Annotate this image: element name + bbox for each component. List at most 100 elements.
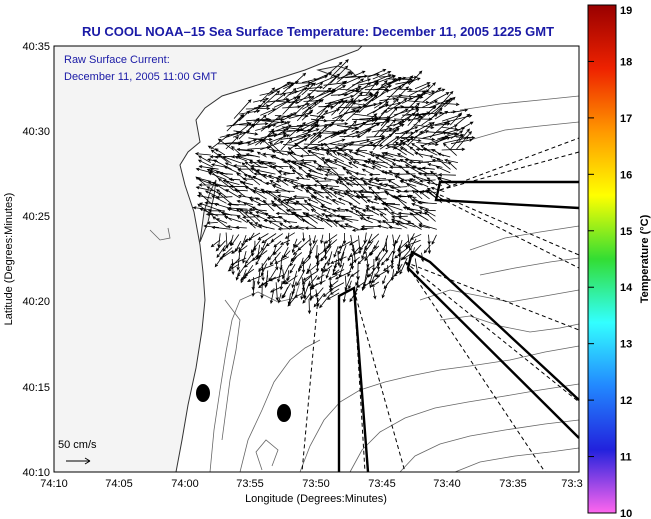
- current-vector-arrow: [367, 233, 380, 244]
- current-vector-arrow: [407, 179, 423, 186]
- current-vector-arrow: [352, 82, 372, 97]
- current-vector-arrow: [296, 271, 305, 287]
- x-axis-label: Longitude (Degrees:Minutes): [245, 493, 387, 505]
- current-vector-arrow: [421, 166, 435, 170]
- current-vector-arrow: [331, 209, 346, 213]
- current-vector-arrow: [303, 146, 318, 151]
- current-vector-arrow: [312, 160, 324, 169]
- current-vector-arrow: [374, 269, 380, 278]
- current-vector-arrow: [289, 256, 297, 267]
- current-vector-arrow: [345, 171, 361, 181]
- current-vector-arrow: [361, 245, 367, 260]
- current-vector-arrow: [260, 188, 277, 199]
- x-tick-label: 73:45: [368, 478, 396, 490]
- current-annotation-line2: December 11, 2005 11:00 GMT: [64, 71, 217, 83]
- current-vector-arrow: [429, 155, 444, 162]
- contour-line: [209, 281, 301, 473]
- current-vector-arrow: [387, 179, 401, 188]
- radial-line: [439, 197, 580, 269]
- current-vector-arrow: [422, 148, 438, 156]
- x-tick-label: 73:55: [236, 478, 264, 490]
- current-vector-arrow: [375, 252, 381, 262]
- current-vector-arrow: [344, 138, 371, 145]
- current-vector-arrow: [373, 240, 380, 250]
- x-tick-label: 73:50: [302, 478, 330, 490]
- current-vector-arrow: [336, 152, 352, 162]
- current-vector-arrow: [222, 239, 233, 252]
- current-vector-arrow: [350, 207, 366, 216]
- current-vector-arrow: [359, 113, 378, 128]
- current-vector-arrow: [240, 274, 249, 281]
- current-vector-arrow: [319, 294, 331, 309]
- current-vector-arrow: [353, 152, 366, 158]
- current-vector-arrow: [250, 164, 268, 169]
- current-vector-arrow: [381, 283, 388, 299]
- current-vector-arrow: [324, 265, 333, 272]
- current-vector-arrow: [412, 165, 429, 175]
- current-vector-arrow: [274, 134, 287, 145]
- x-tick-label: 73:40: [433, 478, 461, 490]
- current-vector-arrow: [408, 84, 431, 97]
- current-vector-arrow: [390, 211, 402, 216]
- current-vector-arrow: [282, 172, 296, 176]
- current-vector-arrow: [390, 257, 394, 270]
- current-vector-arrow: [240, 269, 247, 284]
- current-vector-arrow: [289, 138, 308, 149]
- current-vector-arrow: [423, 245, 431, 254]
- current-vector-arrow: [224, 162, 240, 169]
- current-vector-arrow: [376, 186, 394, 192]
- current-vector-arrow: [319, 217, 333, 228]
- current-vector-arrow: [207, 209, 225, 213]
- current-vector-arrow: [455, 113, 471, 126]
- current-vector-arrow: [273, 245, 283, 256]
- current-vector-arrow: [411, 189, 423, 200]
- current-vector-arrow: [429, 92, 450, 104]
- current-vector-arrow: [333, 159, 353, 169]
- wedge-south: [337, 286, 370, 473]
- current-vector-arrow: [317, 132, 337, 143]
- current-vector-arrow: [436, 90, 454, 110]
- contour-line: [459, 95, 580, 111]
- current-vector-arrow: [198, 155, 211, 164]
- current-vector-arrow: [302, 271, 318, 281]
- current-vector-arrow: [380, 170, 394, 176]
- current-vector-arrow: [386, 98, 408, 113]
- contour-line: [299, 345, 580, 473]
- current-vector-arrow: [256, 202, 276, 207]
- current-vector-arrow: [431, 234, 437, 245]
- current-vector-arrow: [224, 131, 244, 139]
- current-vector-arrow: [435, 135, 449, 144]
- current-vector-arrow: [267, 120, 285, 126]
- current-vector-arrow: [306, 203, 325, 211]
- current-vector-arrow: [324, 173, 345, 177]
- current-vector-arrow: [209, 169, 220, 179]
- current-vector-arrow: [308, 120, 319, 133]
- current-vector-arrow: [197, 159, 214, 168]
- current-vector-arrow: [316, 88, 336, 98]
- current-vector-arrow: [414, 117, 433, 121]
- current-vector-arrow: [441, 147, 466, 151]
- current-vector-arrow: [422, 100, 438, 108]
- current-vector-arrow: [277, 293, 282, 304]
- current-vector-arrow: [333, 269, 345, 275]
- current-vector-arrow: [227, 206, 248, 210]
- current-vector-arrow: [258, 256, 270, 272]
- current-vector-arrow: [407, 112, 420, 126]
- current-vector-arrow: [379, 77, 396, 97]
- current-vector-arrow: [279, 239, 291, 245]
- current-vector-arrow: [450, 138, 473, 145]
- current-vector-arrow: [355, 149, 374, 156]
- colorbar-tick-label: 12: [620, 395, 632, 407]
- current-vector-arrow: [211, 225, 233, 230]
- current-vector-arrow: [310, 195, 324, 206]
- current-vector-arrow: [372, 136, 385, 151]
- current-vector-arrow: [204, 190, 220, 198]
- current-vector-arrow: [371, 109, 388, 126]
- current-vector-arrow: [399, 108, 420, 126]
- current-vector-arrow: [428, 88, 446, 96]
- current-vector-arrow: [371, 275, 381, 284]
- current-vector-arrow: [248, 159, 263, 168]
- current-vector-arrow: [320, 234, 324, 244]
- current-vector-arrow: [451, 108, 469, 113]
- colorbar-tick-label: 17: [620, 113, 632, 125]
